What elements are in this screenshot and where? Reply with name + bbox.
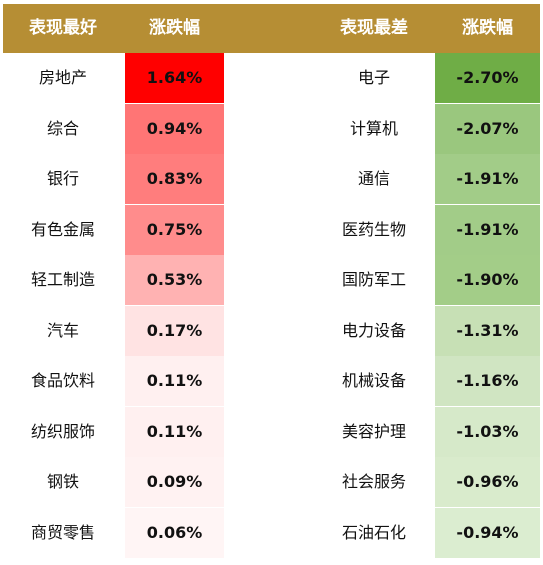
worst-sector-name: 社会服务 [341,472,406,491]
best-sector-name: 房地产 [38,68,87,87]
best-sector-name: 商贸零售 [30,523,95,542]
worst-sector-change: -1.90% [435,255,540,305]
best-sector-change: 0.11% [125,407,224,457]
table-row: 房地产 1.64% 电子 -2.70% [3,53,540,103]
table-row: 综合 0.94% 计算机 -2.07% [3,104,540,154]
worst-sector-change: -1.31% [435,306,540,356]
table-row: 有色金属 0.75% 医药生物 -1.91% [3,205,540,255]
table-row: 商贸零售 0.06% 石油石化 -0.94% [3,508,540,558]
best-sector-name: 综合 [46,119,79,138]
worst-sector-name: 机械设备 [341,371,406,390]
worst-sector-name: 医药生物 [341,220,406,239]
best-sector-name: 轻工制造 [30,270,95,289]
best-sector-change: 0.53% [125,255,224,305]
best-sector-name: 银行 [46,169,79,188]
best-sector-name: 有色金属 [30,220,95,239]
best-sector-change: 0.06% [125,508,224,558]
worst-sector-change: -1.16% [435,356,540,406]
worst-sector-name: 电力设备 [341,321,406,340]
best-performers-header: 表现最好 [29,18,97,38]
best-sector-change: 0.11% [125,356,224,406]
worst-sector-name: 美容护理 [341,422,406,441]
table-row: 银行 0.83% 通信 -1.91% [3,154,540,204]
worst-sector-change: -0.96% [435,457,540,507]
best-sector-change: 0.94% [125,104,224,154]
worst-sector-change: -2.70% [435,53,540,103]
best-sector-name: 汽车 [46,321,79,340]
worst-performers-header: 表现最差 [340,18,408,38]
best-sector-change: 0.83% [125,154,224,204]
table-row: 轻工制造 0.53% 国防军工 -1.90% [3,255,540,305]
best-sector-name: 钢铁 [46,472,79,491]
table-header: 表现最好 涨跌幅 表现最差 涨跌幅 [3,4,540,53]
table-row: 汽车 0.17% 电力设备 -1.31% [3,306,540,356]
table-row: 纺织服饰 0.11% 美容护理 -1.03% [3,407,540,457]
best-sector-change: 0.17% [125,306,224,356]
ranking-table-body: 房地产 1.64% 电子 -2.70% 综合 0.94% 计算机 -2.07% 银行 0.83% 通… [3,53,540,561]
worst-sector-change: -2.07% [435,104,540,154]
worst-sector-name: 电子 [357,68,390,87]
best-sector-change: 0.09% [125,457,224,507]
worst-sector-change: -1.91% [435,205,540,255]
table-row: 钢铁 0.09% 社会服务 -0.96% [3,457,540,507]
worst-change-header: 涨跌幅 [462,18,513,38]
worst-sector-name: 石油石化 [341,523,406,542]
best-change-header: 涨跌幅 [149,18,200,38]
worst-sector-change: -1.91% [435,154,540,204]
table-row: 食品饮料 0.11% 机械设备 -1.16% [3,356,540,406]
best-sector-name: 食品饮料 [30,371,95,390]
worst-sector-name: 通信 [357,169,390,188]
worst-sector-change: -0.94% [435,508,540,558]
worst-sector-name: 计算机 [349,119,398,138]
best-sector-name: 纺织服饰 [30,422,95,441]
best-sector-change: 1.64% [125,53,224,103]
best-sector-change: 0.75% [125,205,224,255]
worst-sector-name: 国防军工 [341,270,406,289]
worst-sector-change: -1.03% [435,407,540,457]
